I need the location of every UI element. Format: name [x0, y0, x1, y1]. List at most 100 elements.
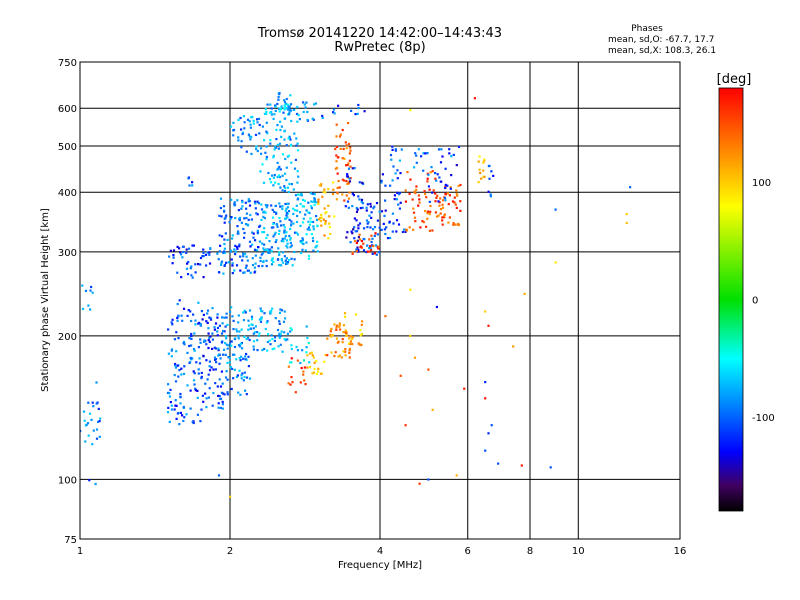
- echo-point: [384, 199, 387, 202]
- echo-point: [355, 250, 359, 253]
- echo-point: [452, 153, 455, 156]
- y-axis-label: Stationary phase Virtual Height [km]: [40, 208, 51, 392]
- echo-point: [226, 323, 229, 326]
- echo-point: [292, 188, 295, 191]
- echo-point: [279, 186, 282, 189]
- echo-point: [370, 249, 373, 252]
- echo-point: [193, 383, 196, 386]
- echo-point: [305, 346, 308, 349]
- echo-point: [349, 149, 352, 152]
- echo-point: [289, 109, 293, 112]
- echo-point: [322, 190, 325, 193]
- echo-point: [282, 320, 286, 323]
- echo-point: [97, 420, 100, 423]
- echo-point: [351, 336, 354, 339]
- echo-point: [171, 318, 174, 321]
- echo-point: [178, 247, 181, 250]
- echo-point: [324, 212, 327, 215]
- echo-point: [248, 338, 251, 342]
- echo-point: [320, 224, 323, 227]
- info-line-x: mean, sd,X: 108.3, 26.1: [608, 46, 716, 56]
- echo-point: [265, 248, 268, 251]
- echo-point: [272, 226, 275, 229]
- echo-point: [226, 347, 229, 350]
- echo-point: [376, 219, 379, 222]
- echo-point: [396, 177, 399, 180]
- echo-point: [247, 324, 251, 327]
- echo-point: [405, 229, 408, 232]
- echo-point: [276, 143, 279, 146]
- echo-point: [229, 495, 232, 498]
- echo-point: [202, 251, 205, 254]
- echo-point: [248, 309, 252, 312]
- echo-point: [317, 202, 320, 205]
- echo-point: [393, 194, 396, 197]
- echo-point: [242, 357, 245, 360]
- echo-point: [198, 321, 201, 324]
- echo-point: [226, 393, 229, 396]
- echo-point: [345, 164, 348, 167]
- echo-point: [261, 125, 264, 128]
- echo-point: [374, 232, 377, 235]
- echo-point: [250, 152, 253, 155]
- echo-point: [448, 152, 451, 155]
- echo-point: [554, 208, 557, 211]
- echo-point: [289, 227, 292, 231]
- echo-point: [279, 220, 282, 223]
- echo-point: [98, 435, 101, 438]
- x-axis-ticks: 1 2 4 6 8 10 16: [77, 546, 687, 557]
- echo-point: [377, 247, 380, 250]
- echo-point: [482, 161, 485, 164]
- echo-point: [95, 402, 98, 405]
- echo-point: [209, 317, 212, 320]
- echo-point: [208, 340, 211, 343]
- echo-point: [196, 389, 199, 392]
- echo-point: [228, 221, 231, 224]
- echo-point: [378, 251, 381, 254]
- echo-point: [243, 217, 246, 220]
- echo-point: [386, 237, 390, 240]
- echo-point: [240, 377, 243, 380]
- echo-point: [263, 249, 266, 252]
- echo-point: [316, 224, 319, 227]
- echo-point: [333, 354, 336, 358]
- echo-point: [277, 258, 280, 261]
- echo-point: [264, 107, 267, 111]
- echo-point: [267, 249, 270, 252]
- echo-point: [230, 387, 233, 391]
- echo-point: [362, 242, 365, 245]
- echo-point: [179, 251, 182, 254]
- echo-point: [205, 320, 208, 323]
- echo-point: [275, 128, 278, 131]
- echo-point: [349, 335, 352, 338]
- echo-point: [189, 356, 192, 360]
- echo-point: [260, 318, 263, 321]
- echo-point: [448, 194, 451, 197]
- echo-point: [339, 328, 342, 331]
- echo-point: [266, 103, 269, 106]
- echo-point: [332, 181, 335, 184]
- echo-point: [306, 336, 309, 340]
- echo-point: [439, 197, 442, 200]
- echo-point: [172, 254, 175, 257]
- echo-point: [254, 133, 258, 136]
- echo-point: [303, 379, 306, 382]
- echo-point: [312, 228, 315, 231]
- echo-point: [299, 202, 302, 206]
- echo-point: [437, 200, 440, 203]
- echo-point: [281, 153, 285, 156]
- echo-point: [478, 155, 481, 158]
- echo-point: [334, 167, 337, 170]
- echo-point: [244, 201, 247, 204]
- echo-point: [217, 474, 221, 477]
- echo-point: [302, 242, 305, 246]
- echo-point: [294, 194, 298, 197]
- echo-point: [384, 184, 387, 187]
- echo-point: [283, 229, 286, 232]
- y-tick-label: 750: [58, 58, 77, 69]
- echo-point: [236, 374, 239, 377]
- echo-point: [478, 168, 481, 171]
- echo-point: [269, 139, 272, 142]
- echo-point: [336, 172, 339, 175]
- echo-point: [554, 261, 557, 264]
